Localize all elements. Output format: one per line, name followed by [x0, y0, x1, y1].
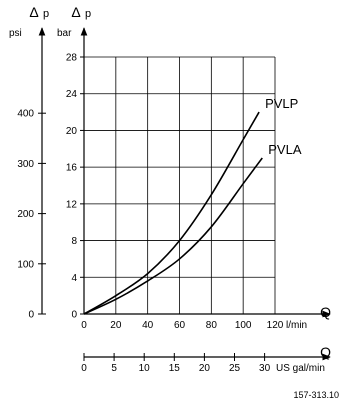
x-tick-label: 0: [81, 320, 87, 331]
series-line-pvlp: [83, 111, 260, 315]
series-label-pvlp: PVLP: [265, 96, 298, 111]
psi-tick-label: 400: [17, 109, 34, 120]
bar-axis-letter: p: [85, 8, 91, 20]
reference-code: 157-313.10: [293, 390, 339, 400]
series-line-pvla: [83, 157, 263, 315]
x-tick-label: 100: [235, 320, 252, 331]
x-tick-label: 60: [174, 320, 186, 331]
bar-tick-label: 24: [66, 89, 78, 100]
x-axis-unit: l/min: [286, 320, 307, 331]
x2-tick-label: 20: [199, 363, 211, 374]
x-tick-label: 120: [267, 320, 284, 331]
bar-tick-label: 4: [71, 273, 77, 284]
bar-tick-label: 20: [66, 126, 78, 137]
series-label-pvla: PVLA: [268, 142, 302, 157]
psi-tick-label: 0: [28, 310, 34, 321]
bar-tick-label: 28: [66, 53, 78, 64]
psi-axis-symbol: Δ: [29, 4, 38, 20]
psi-axis-unit: psi: [9, 28, 22, 39]
x-axis-label: Q: [320, 304, 331, 320]
x2-axis-label: Q: [320, 344, 331, 360]
x2-axis-unit: US gal/min: [276, 363, 325, 374]
x-tick-label: 20: [110, 320, 122, 331]
bar-tick-label: 12: [66, 199, 78, 210]
bar-axis-unit: bar: [57, 28, 72, 39]
psi-tick-label: 200: [17, 209, 34, 220]
x2-tick-label: 30: [259, 363, 271, 374]
bar-tick-label: 0: [71, 310, 77, 321]
psi-tick-label: 100: [17, 259, 34, 270]
psi-axis-letter: p: [43, 8, 49, 20]
x2-tick-label: 25: [229, 363, 241, 374]
grid: [84, 56, 276, 314]
x2-tick-label: 5: [111, 363, 117, 374]
x2-tick-label: 15: [169, 363, 181, 374]
x-tick-label: 80: [206, 320, 218, 331]
psi-tick-label: 300: [17, 159, 34, 170]
x2-tick-label: 0: [81, 363, 87, 374]
bar-tick-label: 16: [66, 163, 78, 174]
bar-axis-symbol: Δ: [71, 4, 80, 20]
x2-tick-label: 10: [139, 363, 151, 374]
x-tick-label: 40: [142, 320, 154, 331]
bar-tick-label: 8: [71, 236, 77, 247]
